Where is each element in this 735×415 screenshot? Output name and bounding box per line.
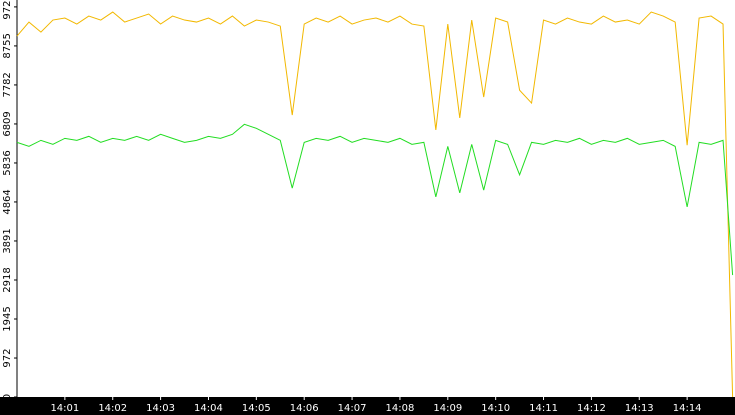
x-tick-label: 14:07 bbox=[338, 403, 367, 414]
x-tick-label: 14:11 bbox=[529, 403, 558, 414]
series-line bbox=[16, 123, 734, 276]
y-tick-label: 9728 bbox=[2, 0, 13, 20]
x-tick-label: 14:14 bbox=[673, 403, 702, 414]
x-tick-label: 14:12 bbox=[577, 403, 606, 414]
y-tick-label: 2918 bbox=[2, 267, 13, 292]
x-tick-label: 14:01 bbox=[50, 403, 79, 414]
y-tick-label: 1945 bbox=[2, 306, 13, 331]
x-tick-label: 14:13 bbox=[625, 403, 654, 414]
y-tick-label: 4864 bbox=[2, 189, 13, 214]
x-tick-label: 14:02 bbox=[98, 403, 127, 414]
x-tick-label: 14:05 bbox=[242, 403, 271, 414]
y-tick-label: 8755 bbox=[2, 33, 13, 58]
x-tick-label: 14:09 bbox=[433, 403, 462, 414]
x-tick-label: 14:04 bbox=[194, 403, 223, 414]
y-tick-label: 5836 bbox=[2, 150, 13, 175]
series-line bbox=[16, 11, 734, 398]
x-tick-label: 14:08 bbox=[386, 403, 415, 414]
x-tick-label: 14:10 bbox=[481, 403, 510, 414]
y-tick-label: 972 bbox=[2, 348, 13, 367]
y-tick-label: 3891 bbox=[2, 228, 13, 253]
y-tick-label: 7782 bbox=[2, 72, 13, 97]
y-tick-label: 0 bbox=[2, 394, 13, 400]
x-tick-label: 14:06 bbox=[290, 403, 319, 414]
y-tick-label: 6809 bbox=[2, 111, 13, 136]
x-axis-band bbox=[0, 397, 735, 415]
x-tick-label: 14:03 bbox=[146, 403, 175, 414]
